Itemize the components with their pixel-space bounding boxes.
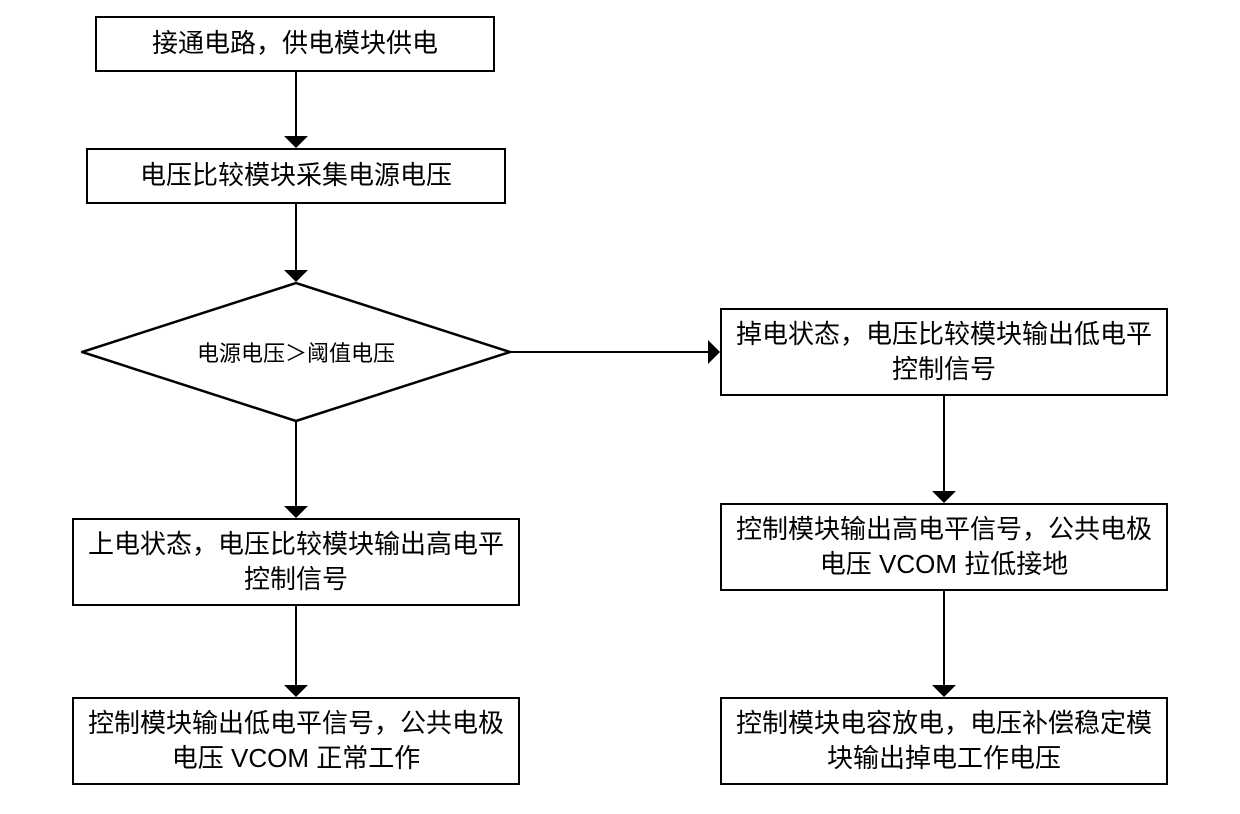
node-label: 控制模块电容放电，电压补偿稳定模块输出掉电工作电压 xyxy=(730,706,1158,776)
flowchart-canvas: 接通电路，供电模块供电 电压比较模块采集电源电压 电源电压＞阈值电压 上电状态，… xyxy=(0,0,1240,814)
node-decision-voltage-threshold: 电源电压＞阈值电压 xyxy=(81,282,511,422)
edge-line xyxy=(943,396,946,491)
node-vcom-pulldown: 控制模块输出高电平信号，公共电极电压 VCOM 拉低接地 xyxy=(720,503,1168,591)
arrow-down-icon xyxy=(284,270,308,282)
arrow-down-icon xyxy=(284,506,308,518)
edge-line xyxy=(295,204,298,270)
node-start: 接通电路，供电模块供电 xyxy=(95,16,495,72)
edge-line xyxy=(295,72,298,136)
node-label: 控制模块输出低电平信号，公共电极电压 VCOM 正常工作 xyxy=(82,706,510,776)
arrow-down-icon xyxy=(932,685,956,697)
edge-line xyxy=(295,422,298,506)
node-label: 接通电路，供电模块供电 xyxy=(152,26,438,61)
node-collect-voltage: 电压比较模块采集电源电压 xyxy=(86,148,506,204)
arrow-down-icon xyxy=(284,136,308,148)
node-label: 上电状态，电压比较模块输出高电平控制信号 xyxy=(82,527,510,597)
node-label: 电压比较模块采集电源电压 xyxy=(140,158,452,193)
node-powerdown-low-signal: 掉电状态，电压比较模块输出低电平控制信号 xyxy=(720,308,1168,396)
node-powerup-high-signal: 上电状态，电压比较模块输出高电平控制信号 xyxy=(72,518,520,606)
node-vcom-normal: 控制模块输出低电平信号，公共电极电压 VCOM 正常工作 xyxy=(72,697,520,785)
arrow-right-icon xyxy=(708,340,720,364)
node-cap-discharge: 控制模块电容放电，电压补偿稳定模块输出掉电工作电压 xyxy=(720,697,1168,785)
edge-line xyxy=(943,591,946,685)
edge-line xyxy=(511,351,708,354)
arrow-down-icon xyxy=(284,685,308,697)
node-label: 掉电状态，电压比较模块输出低电平控制信号 xyxy=(730,317,1158,387)
arrow-down-icon xyxy=(932,491,956,503)
edge-line xyxy=(295,606,298,685)
node-label: 控制模块输出高电平信号，公共电极电压 VCOM 拉低接地 xyxy=(730,512,1158,582)
node-label: 电源电压＞阈值电压 xyxy=(197,341,395,366)
